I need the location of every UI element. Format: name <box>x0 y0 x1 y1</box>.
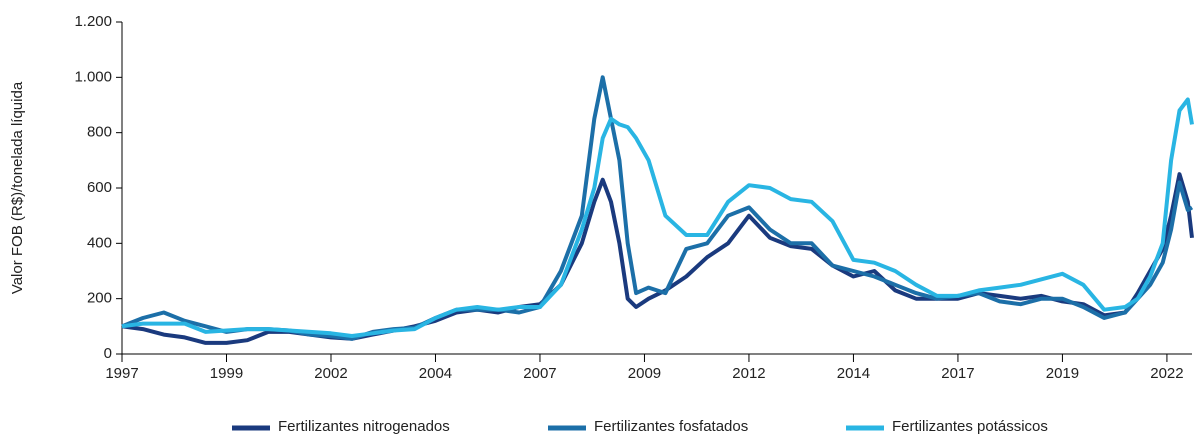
legend-label: Fertilizantes nitrogenados <box>278 418 450 435</box>
x-tick-label: 2007 <box>523 365 556 382</box>
y-tick-label: 400 <box>87 234 112 251</box>
x-tick-label: 1997 <box>105 365 138 382</box>
x-tick-label: 2019 <box>1046 365 1079 382</box>
y-tick-label: 800 <box>87 124 112 141</box>
x-tick-label: 2004 <box>419 365 452 382</box>
x-tick-label: 2002 <box>314 365 347 382</box>
series-line <box>121 75 1194 341</box>
legend-label: Fertilizantes fosfatados <box>594 418 748 435</box>
y-tick-label: 0 <box>104 345 112 362</box>
x-tick-label: 1999 <box>210 365 243 382</box>
series-line <box>121 97 1194 338</box>
series-line <box>121 172 1194 345</box>
x-tick-label: 2009 <box>628 365 661 382</box>
x-tick-label: 2012 <box>732 365 765 382</box>
y-tick-label: 200 <box>87 290 112 307</box>
x-tick-label: 2014 <box>837 365 870 382</box>
x-tick-label: 2022 <box>1150 365 1183 382</box>
y-axis-label: Valor FOB (R$)/tonelada líquida <box>9 81 26 294</box>
legend-label: Fertilizantes potássicos <box>892 418 1048 435</box>
y-tick-label: 600 <box>87 179 112 196</box>
y-tick-label: 1.000 <box>74 68 112 85</box>
y-tick-label: 1.200 <box>74 13 112 30</box>
x-tick-label: 2017 <box>941 365 974 382</box>
